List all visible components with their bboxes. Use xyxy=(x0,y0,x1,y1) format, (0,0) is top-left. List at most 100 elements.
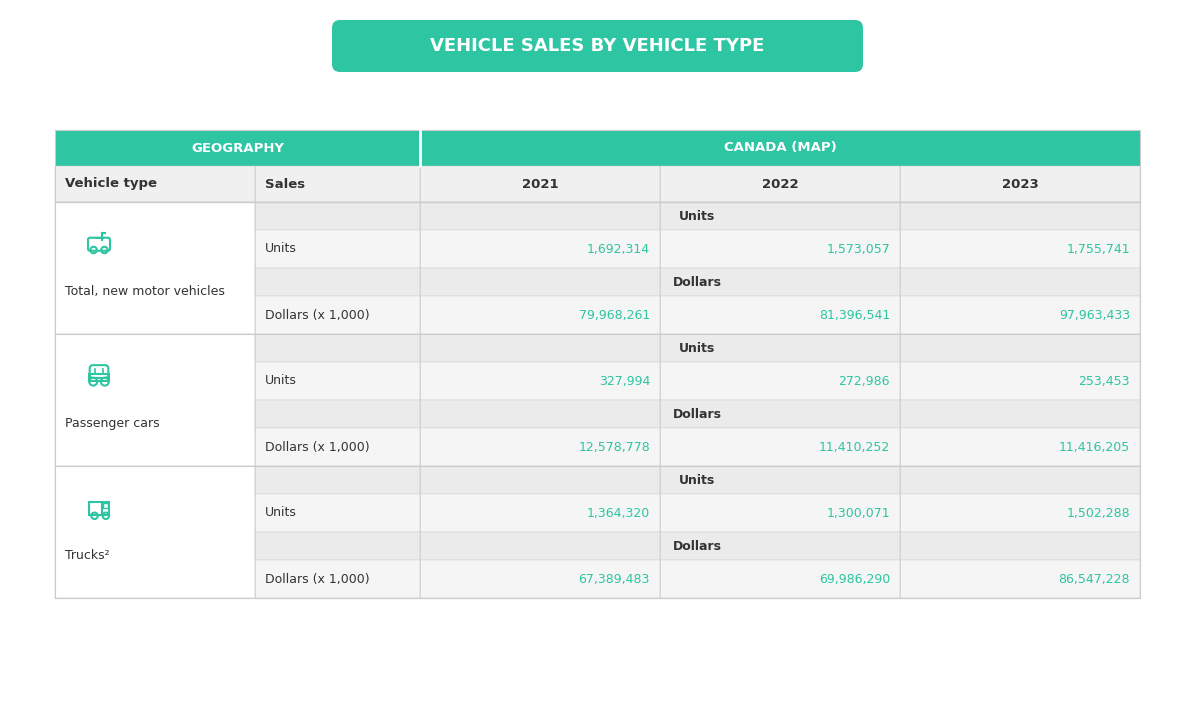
Bar xyxy=(660,362,900,400)
Text: 1,692,314: 1,692,314 xyxy=(587,242,650,255)
Bar xyxy=(420,494,660,532)
Text: Units: Units xyxy=(265,506,297,520)
Bar xyxy=(420,428,660,466)
Bar xyxy=(256,166,420,202)
Text: Units: Units xyxy=(679,474,715,486)
Bar xyxy=(256,230,420,268)
Text: Dollars (x 1,000): Dollars (x 1,000) xyxy=(265,572,370,586)
Bar xyxy=(660,268,900,296)
Text: Dollars (x 1,000): Dollars (x 1,000) xyxy=(265,308,370,321)
Bar xyxy=(256,334,420,362)
Bar xyxy=(900,400,1140,428)
Bar xyxy=(660,466,900,494)
Bar xyxy=(55,130,420,166)
Bar xyxy=(900,560,1140,598)
Bar xyxy=(660,334,900,362)
Bar xyxy=(55,166,256,202)
Text: 67,389,483: 67,389,483 xyxy=(579,572,650,586)
Text: 11,410,252: 11,410,252 xyxy=(819,440,890,454)
Bar xyxy=(420,400,660,428)
Text: 69,986,290: 69,986,290 xyxy=(819,572,890,586)
Text: Sales: Sales xyxy=(265,177,306,191)
Bar xyxy=(256,296,420,334)
Bar xyxy=(900,428,1140,466)
Text: 2023: 2023 xyxy=(1002,177,1039,191)
Bar xyxy=(420,202,660,230)
Bar xyxy=(660,296,900,334)
Text: Dollars: Dollars xyxy=(673,408,722,420)
Text: Units: Units xyxy=(679,209,715,223)
Bar xyxy=(900,268,1140,296)
Bar xyxy=(660,202,900,230)
Text: 81,396,541: 81,396,541 xyxy=(819,308,890,321)
Text: 1,502,288: 1,502,288 xyxy=(1066,506,1130,520)
Bar xyxy=(900,166,1140,202)
Bar xyxy=(660,494,900,532)
Bar xyxy=(256,494,420,532)
Text: 1,573,057: 1,573,057 xyxy=(826,242,890,255)
Bar xyxy=(256,202,420,230)
Text: Passenger cars: Passenger cars xyxy=(64,418,160,430)
Bar xyxy=(660,532,900,560)
Bar xyxy=(256,532,420,560)
Text: Dollars: Dollars xyxy=(673,276,722,289)
Bar xyxy=(420,466,660,494)
Text: Vehicle type: Vehicle type xyxy=(64,177,156,191)
Text: 2021: 2021 xyxy=(522,177,559,191)
Bar xyxy=(900,334,1140,362)
Bar xyxy=(660,560,900,598)
Text: 12,578,778: 12,578,778 xyxy=(578,440,650,454)
Bar xyxy=(103,502,110,515)
Text: 253,453: 253,453 xyxy=(1078,374,1130,388)
Bar xyxy=(660,230,900,268)
Bar xyxy=(660,428,900,466)
Bar xyxy=(256,428,420,466)
Text: CANADA (MAP): CANADA (MAP) xyxy=(724,142,836,155)
Bar xyxy=(420,334,660,362)
Bar xyxy=(88,502,101,515)
Text: 79,968,261: 79,968,261 xyxy=(579,308,650,321)
Text: GEOGRAPHY: GEOGRAPHY xyxy=(191,142,284,155)
Text: 86,547,228: 86,547,228 xyxy=(1059,572,1130,586)
Bar xyxy=(55,202,256,334)
Bar xyxy=(420,560,660,598)
Bar xyxy=(900,296,1140,334)
Bar xyxy=(420,362,660,400)
Bar xyxy=(420,166,660,202)
Text: Dollars (x 1,000): Dollars (x 1,000) xyxy=(265,440,370,454)
Bar xyxy=(55,130,1140,598)
Text: 327,994: 327,994 xyxy=(598,374,650,388)
Bar xyxy=(256,560,420,598)
Text: VEHICLE SALES BY VEHICLE TYPE: VEHICLE SALES BY VEHICLE TYPE xyxy=(430,37,764,55)
Text: Units: Units xyxy=(265,374,297,388)
Bar xyxy=(90,374,109,381)
Bar xyxy=(55,466,256,598)
Bar xyxy=(420,130,1140,166)
Text: Total, new motor vehicles: Total, new motor vehicles xyxy=(64,285,224,298)
Bar xyxy=(256,362,420,400)
Bar xyxy=(420,230,660,268)
Bar xyxy=(900,466,1140,494)
Text: Dollars: Dollars xyxy=(673,540,722,552)
Text: Units: Units xyxy=(679,342,715,354)
Bar xyxy=(256,466,420,494)
Bar xyxy=(900,532,1140,560)
Text: 1,300,071: 1,300,071 xyxy=(826,506,890,520)
Text: 97,963,433: 97,963,433 xyxy=(1059,308,1130,321)
Bar xyxy=(420,268,660,296)
Bar xyxy=(660,166,900,202)
Text: 1,364,320: 1,364,320 xyxy=(586,506,650,520)
Bar xyxy=(256,268,420,296)
Text: 2022: 2022 xyxy=(762,177,799,191)
Bar xyxy=(420,532,660,560)
Bar xyxy=(103,503,107,508)
Text: 1,755,741: 1,755,741 xyxy=(1066,242,1130,255)
Bar xyxy=(256,400,420,428)
Bar xyxy=(900,202,1140,230)
Text: 272,986: 272,986 xyxy=(838,374,890,388)
Bar xyxy=(900,494,1140,532)
Bar xyxy=(420,296,660,334)
Bar xyxy=(660,400,900,428)
Bar xyxy=(900,362,1140,400)
Bar xyxy=(55,334,256,466)
